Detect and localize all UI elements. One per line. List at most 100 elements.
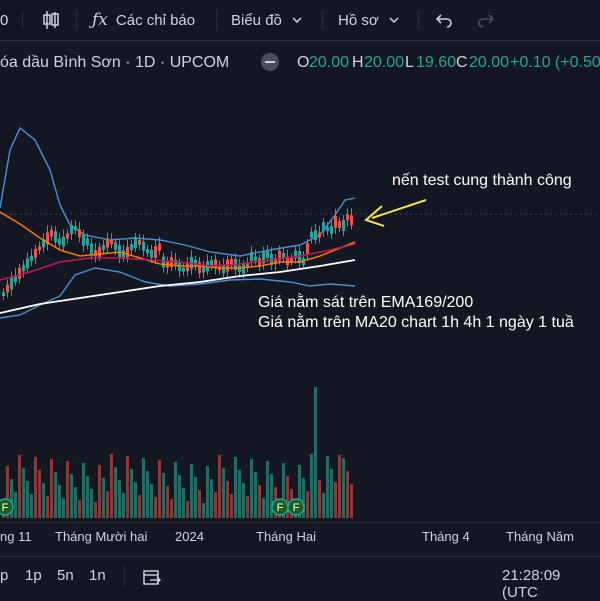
volume-bar: [122, 493, 125, 518]
event-f-label: F: [277, 502, 284, 514]
candle-body: [146, 249, 149, 254]
volume-bar: [42, 483, 45, 518]
candle-body: [342, 219, 345, 231]
volume-bar: [194, 477, 197, 518]
candle-body: [322, 222, 325, 232]
candle-body: [114, 242, 117, 251]
toolbar-divider: [22, 10, 23, 30]
profile-menu-button[interactable]: Hồ sơ: [338, 0, 399, 40]
partial-text-icon[interactable]: 0: [0, 11, 9, 29]
time-axis[interactable]: ng 11 Tháng Mười hai 2024 Tháng Hai Thán…: [0, 522, 600, 553]
range-button[interactable]: p: [0, 567, 9, 584]
ohlc-open-key: O: [297, 54, 310, 71]
volume-bar: [190, 464, 193, 518]
candle-body: [158, 243, 161, 251]
candle-body: [286, 256, 289, 266]
candle-body: [70, 225, 73, 235]
candle-body: [294, 250, 297, 259]
candle-body: [34, 248, 37, 258]
volume-bar: [86, 476, 89, 518]
volume-bar: [170, 499, 173, 518]
candle-type-icon[interactable]: [40, 0, 62, 40]
candle-body: [306, 242, 309, 254]
volume-bar: [38, 470, 41, 518]
chevron-down-icon: [389, 17, 399, 24]
candle-body: [22, 265, 25, 272]
range-button[interactable]: 1p: [25, 567, 42, 584]
candle-body: [90, 243, 93, 255]
time-axis-label: Tháng Hai: [256, 529, 316, 544]
range-button[interactable]: 5n: [57, 567, 74, 584]
volume-bar: [58, 485, 61, 518]
candle-body: [6, 284, 9, 293]
bottom-divider: [124, 565, 125, 587]
candle-body: [110, 240, 113, 245]
candle-body: [46, 232, 49, 245]
candle-body: [186, 263, 189, 272]
volume-bar: [46, 496, 49, 518]
candle-body: [150, 249, 153, 258]
date-range-icon[interactable]: [142, 567, 162, 591]
volume-bar: [262, 498, 265, 518]
candle-body: [210, 260, 213, 266]
candle-body: [14, 274, 17, 282]
volume-bar: [74, 487, 77, 518]
volume-bar: [90, 489, 93, 518]
candle-body: [154, 246, 157, 259]
legend-toggle-icon[interactable]: [260, 52, 280, 77]
range-button[interactable]: 1n: [89, 567, 106, 584]
candle-body: [242, 264, 245, 275]
volume-bar: [34, 457, 37, 518]
top-toolbar: 0 ƒx Các chỉ báo Biểu đồ Hồ sơ: [0, 0, 600, 41]
volume-bar: [94, 502, 97, 518]
ohlc-change: +0.10 (+0.50%: [510, 54, 600, 71]
volume-bar: [22, 468, 25, 518]
volume-bar: [226, 481, 229, 518]
volume-bar: [118, 480, 121, 518]
volume-bar: [110, 454, 113, 518]
volume-bar: [150, 484, 153, 518]
volume-bar: [266, 461, 269, 518]
toolbar-divider: [418, 10, 419, 30]
volume-bar: [234, 457, 237, 518]
ema-white-line: [0, 259, 356, 314]
bottom-toolbar: p 1p 5n 1n 21:28:09 (UTC: [0, 556, 600, 601]
annotation-arrow: [364, 199, 427, 227]
volume-bar: [342, 458, 345, 518]
bollinger-bands: [0, 126, 356, 319]
volume-bar: [350, 484, 353, 518]
candle-body: [214, 259, 217, 269]
ohlc-open-value: 20.00: [309, 54, 350, 71]
volume-bar: [202, 503, 205, 518]
symbol-title[interactable]: óa dầu Bình Sơn · 1D · UPCOM: [0, 54, 230, 71]
candle-body: [2, 292, 5, 296]
redo-icon[interactable]: [476, 0, 496, 40]
candle-body: [298, 251, 301, 264]
volume-bar: [178, 475, 181, 518]
chart-menu-button[interactable]: Biểu đồ: [231, 0, 302, 40]
candle-body: [58, 238, 61, 245]
ohlc-low-value: 19.60: [416, 54, 457, 71]
clock-readout[interactable]: 21:28:09 (UTC: [502, 567, 561, 601]
fx-icon: ƒx: [92, 10, 108, 30]
candle-body: [318, 232, 321, 238]
candle-body: [122, 250, 125, 258]
volume-bar: [250, 459, 253, 518]
volume-bar: [314, 387, 317, 518]
candle-body: [274, 258, 277, 265]
candle-body: [134, 237, 137, 248]
undo-icon[interactable]: [434, 0, 454, 40]
candle-body: [198, 262, 201, 274]
volume-bar: [138, 495, 141, 518]
volume-bar: [270, 474, 273, 518]
toolbar-divider: [76, 10, 77, 30]
volume-bar: [222, 468, 225, 518]
time-axis-label: ng 11: [0, 529, 32, 544]
event-f-icon: [287, 498, 305, 516]
candle-body: [330, 225, 333, 234]
candle-body: [54, 231, 57, 243]
indicators-button[interactable]: ƒx Các chỉ báo: [92, 0, 195, 40]
candle-body: [142, 241, 145, 251]
volume-bar: [82, 463, 85, 518]
